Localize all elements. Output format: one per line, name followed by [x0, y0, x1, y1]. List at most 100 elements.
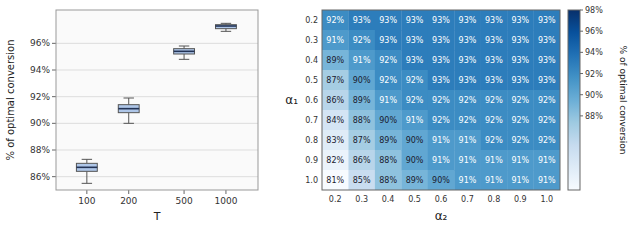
- cell: [375, 30, 402, 50]
- cell-label: 91%: [326, 36, 344, 45]
- grid-line: [56, 176, 258, 177]
- cell-label: 88%: [379, 156, 397, 165]
- tick-mark: [128, 190, 129, 194]
- cell: [481, 170, 508, 190]
- cell: [375, 170, 402, 190]
- tick-mark: [580, 31, 583, 32]
- color-bar-label: % of optimal conversion: [618, 46, 628, 155]
- grid-line: [56, 96, 258, 97]
- cell: [481, 130, 508, 150]
- tick-label: 200: [120, 196, 137, 206]
- whisker-low: [184, 54, 185, 59]
- cell: [375, 10, 402, 30]
- cell-label: 90%: [406, 156, 424, 165]
- cell: [428, 10, 455, 30]
- grid-line: [56, 123, 258, 124]
- tick-label: 96%: [30, 38, 50, 48]
- cell: [375, 110, 402, 130]
- cell: [348, 90, 375, 110]
- tick-label: 0.3: [305, 36, 318, 45]
- cell-label: 93%: [432, 36, 450, 45]
- x-axis-label: α₂: [435, 209, 448, 223]
- cap-high: [179, 46, 189, 47]
- tick-label: 0.9: [514, 195, 527, 204]
- cell-label: 91%: [511, 176, 529, 185]
- tick-label: 0.8: [305, 136, 318, 145]
- frame: [56, 10, 258, 190]
- cell: [322, 150, 349, 170]
- cell-label: 90%: [406, 136, 424, 145]
- cell: [454, 70, 481, 90]
- cell: [401, 90, 428, 110]
- cell: [428, 110, 455, 130]
- cell-label: 90%: [432, 176, 450, 185]
- cell: [322, 90, 349, 110]
- cell: [507, 70, 534, 90]
- tick-mark: [580, 94, 583, 95]
- cell-label: 93%: [511, 36, 529, 45]
- cell: [322, 110, 349, 130]
- cap-high: [124, 98, 134, 99]
- cell-label: 93%: [538, 56, 556, 65]
- cell: [348, 50, 375, 70]
- box: [76, 159, 97, 183]
- cell-label: 89%: [353, 96, 371, 105]
- cell: [507, 170, 534, 190]
- cell-label: 93%: [406, 16, 424, 25]
- cell: [481, 70, 508, 90]
- cell-label: 92%: [432, 96, 450, 105]
- tick-label: 98%: [585, 6, 603, 15]
- tick-mark: [52, 96, 56, 97]
- tick-label: 0.7: [461, 195, 474, 204]
- cell-label: 92%: [406, 76, 424, 85]
- tick-label: 0.4: [382, 195, 395, 204]
- cap-low: [82, 183, 92, 184]
- cell: [454, 130, 481, 150]
- whisker-low: [128, 113, 129, 124]
- cell: [322, 10, 349, 30]
- cell: [534, 70, 560, 90]
- tick-label: 500: [175, 196, 192, 206]
- cell-label: 88%: [353, 116, 371, 125]
- cell: [507, 90, 534, 110]
- chart: 86%88%90%92%94%96%1002005001000T% of opt…: [0, 0, 640, 241]
- cell: [534, 10, 560, 30]
- median: [118, 108, 139, 110]
- cell: [507, 130, 534, 150]
- cell-label: 93%: [485, 36, 503, 45]
- whisker-high: [86, 159, 87, 163]
- cell: [534, 50, 560, 70]
- cell-label: 88%: [379, 176, 397, 185]
- cell-label: 93%: [432, 76, 450, 85]
- tick-mark: [52, 43, 56, 44]
- cell: [534, 170, 560, 190]
- cell-label: 85%: [353, 176, 371, 185]
- cell: [481, 30, 508, 50]
- cell: [348, 110, 375, 130]
- cell-label: 93%: [485, 16, 503, 25]
- grid-line: [56, 150, 258, 151]
- cell: [507, 10, 534, 30]
- cell-label: 91%: [379, 96, 397, 105]
- box-body: [174, 49, 195, 54]
- tick-label: 0.5: [408, 195, 421, 204]
- cell-label: 93%: [406, 36, 424, 45]
- cell: [375, 150, 402, 170]
- cell-label: 92%: [379, 76, 397, 85]
- cap-low: [179, 59, 189, 60]
- whisker-high: [128, 98, 129, 105]
- cell: [401, 130, 428, 150]
- cell: [322, 50, 349, 70]
- y-axis-label: α₁: [285, 93, 298, 107]
- tick-mark: [184, 190, 185, 194]
- box: [174, 46, 195, 59]
- tick-label: 0.9: [305, 156, 318, 165]
- median: [174, 51, 195, 53]
- cell: [428, 50, 455, 70]
- cell: [454, 50, 481, 70]
- cell: [322, 130, 349, 150]
- cell-label: 93%: [379, 16, 397, 25]
- cell: [481, 10, 508, 30]
- cell-label: 86%: [326, 96, 344, 105]
- cell-label: 92%: [379, 56, 397, 65]
